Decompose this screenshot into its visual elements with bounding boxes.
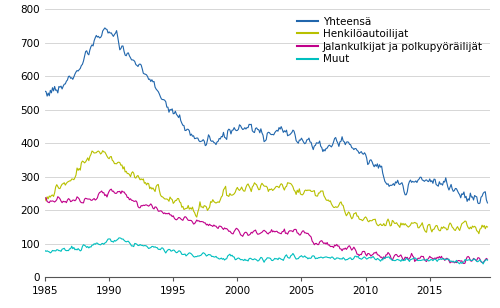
Henkilöautoilijat [100, 149, 105, 152]
Muut [468, 258, 473, 262]
Muut [480, 262, 486, 266]
Line: Henkilöautoilijat: Henkilöautoilijat [45, 151, 488, 234]
Muut [117, 236, 123, 240]
Jalankulkijat ja polkupyöräilijät [196, 219, 202, 222]
Jalankulkijat ja polkupyöräilijät [480, 261, 486, 265]
Yhteensä [179, 121, 185, 125]
Jalankulkijat ja polkupyöräilijät [484, 257, 490, 261]
Line: Yhteensä: Yhteensä [45, 28, 488, 204]
Henkilöautoilijat [476, 232, 482, 236]
Yhteensä [42, 89, 48, 93]
Henkilöautoilijat [150, 186, 156, 190]
Muut [150, 245, 156, 248]
Henkilöautoilijat [196, 207, 202, 210]
Jalankulkijat ja polkupyöräilijät [179, 218, 185, 221]
Muut [179, 253, 185, 256]
Yhteensä [229, 128, 235, 132]
Jalankulkijat ja polkupyöräilijät [150, 206, 156, 210]
Jalankulkijat ja polkupyöräilijät [42, 196, 48, 200]
Yhteensä [150, 80, 156, 84]
Muut [229, 253, 235, 257]
Yhteensä [468, 191, 473, 195]
Yhteensä [102, 26, 108, 30]
Yhteensä [196, 139, 202, 143]
Line: Jalankulkijat ja polkupyöräilijät: Jalankulkijat ja polkupyöräilijät [45, 189, 488, 264]
Yhteensä [480, 192, 486, 195]
Henkilöautoilijat [229, 193, 235, 197]
Legend: Yhteensä, Henkilöautoilijat, Jalankulkijat ja polkupyöräilijät, Muut: Yhteensä, Henkilöautoilijat, Jalankulkij… [292, 12, 487, 68]
Line: Muut: Muut [45, 238, 488, 264]
Muut [484, 258, 490, 262]
Yhteensä [484, 201, 490, 205]
Henkilöautoilijat [179, 205, 185, 209]
Henkilöautoilijat [480, 225, 486, 229]
Yhteensä [476, 202, 482, 205]
Jalankulkijat ja polkupyöräilijät [108, 187, 114, 191]
Jalankulkijat ja polkupyöräilijät [468, 259, 474, 263]
Muut [196, 254, 202, 258]
Muut [42, 249, 48, 253]
Henkilöautoilijat [468, 225, 473, 229]
Henkilöautoilijat [484, 225, 490, 229]
Henkilöautoilijat [42, 197, 48, 200]
Jalankulkijat ja polkupyöräilijät [229, 232, 235, 235]
Jalankulkijat ja polkupyöräilijät [461, 262, 467, 265]
Muut [479, 260, 485, 264]
